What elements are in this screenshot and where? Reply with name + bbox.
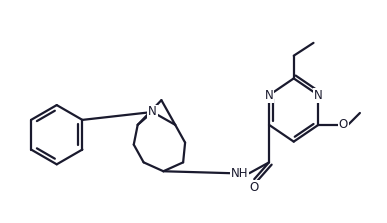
Text: N: N: [314, 89, 323, 102]
Text: O: O: [250, 181, 259, 194]
Text: N: N: [265, 89, 274, 102]
Text: N: N: [148, 105, 157, 118]
Text: O: O: [339, 118, 348, 131]
Text: NH: NH: [231, 167, 248, 180]
